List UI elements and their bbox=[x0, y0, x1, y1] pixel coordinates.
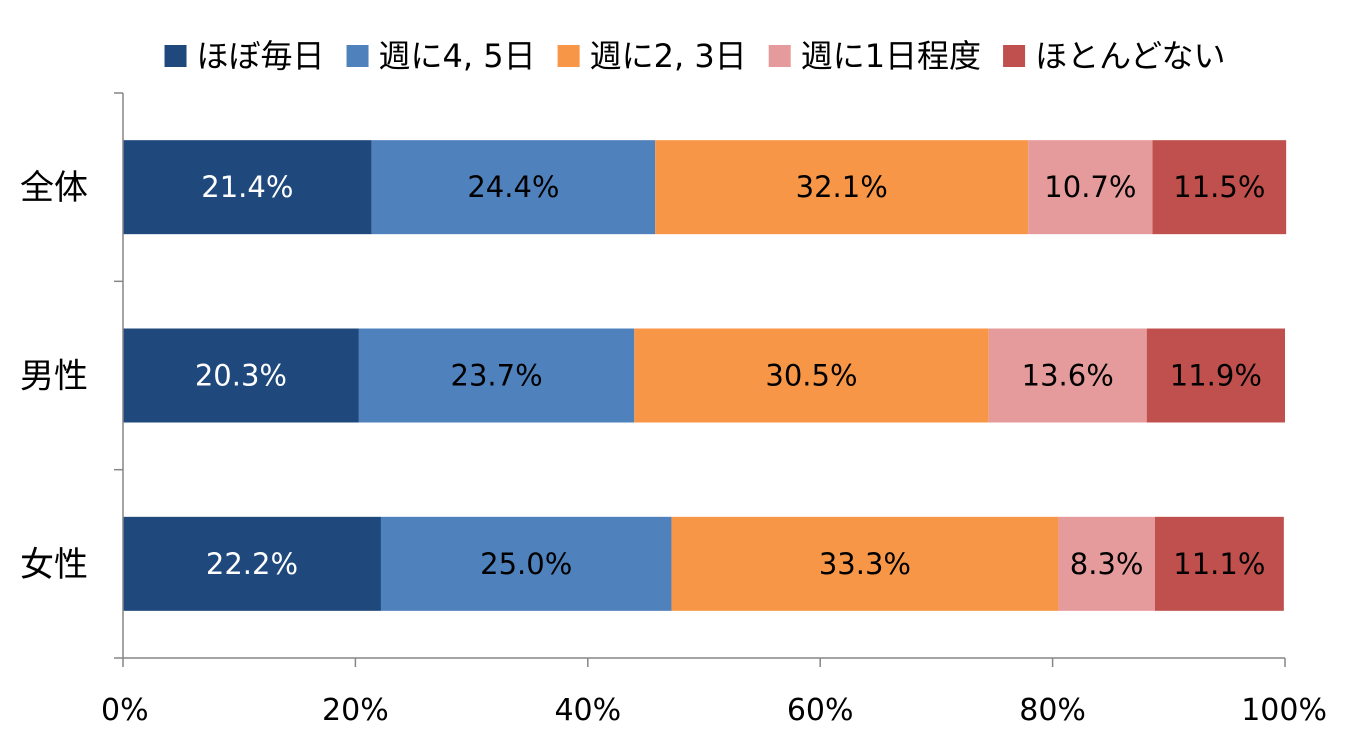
bar-segment bbox=[123, 140, 372, 235]
bar-segment bbox=[988, 328, 1147, 423]
legend-swatch bbox=[557, 45, 580, 67]
x-tick-label: 60% bbox=[787, 693, 854, 728]
category-label: 全体 bbox=[20, 168, 88, 208]
data-label: 11.9% bbox=[1170, 359, 1262, 393]
data-label: 24.4% bbox=[467, 170, 559, 204]
bar-segment bbox=[380, 516, 672, 611]
bar-segment bbox=[1058, 516, 1155, 611]
x-tick-label: 20% bbox=[322, 693, 389, 728]
legend: ほぼ毎日 週に4, 5日 週に2, 3日 週に1日程度 ほとんどない bbox=[164, 37, 1225, 75]
bar-segment bbox=[634, 328, 989, 423]
x-tick-label: 100% bbox=[1241, 693, 1327, 728]
data-label: 30.5% bbox=[765, 359, 857, 393]
x-tick-label: 40% bbox=[554, 693, 621, 728]
legend-label: ほとんどない bbox=[1035, 37, 1225, 75]
x-tick-label: 0% bbox=[101, 693, 149, 728]
legend-label: ほぼ毎日 bbox=[197, 37, 325, 75]
data-label: 33.3% bbox=[819, 547, 911, 581]
bar-segment bbox=[1028, 140, 1153, 235]
data-label: 8.3% bbox=[1070, 547, 1144, 581]
bar-segment bbox=[671, 516, 1059, 611]
data-label: 23.7% bbox=[451, 359, 543, 393]
legend-label: 週に2, 3日 bbox=[590, 37, 747, 75]
bar-segment bbox=[371, 140, 656, 235]
bar-segment bbox=[1152, 140, 1287, 235]
bar-segment bbox=[1146, 328, 1285, 423]
legend-swatch bbox=[768, 45, 791, 67]
x-tick-label: 80% bbox=[1019, 693, 1086, 728]
data-label: 20.3% bbox=[195, 359, 287, 393]
bar-segment bbox=[123, 516, 381, 611]
legend-swatch bbox=[346, 45, 369, 67]
data-label: 13.6% bbox=[1022, 359, 1114, 393]
data-label: 11.1% bbox=[1173, 547, 1265, 581]
data-label: 11.5% bbox=[1173, 170, 1265, 204]
legend-item: 週に2, 3日 bbox=[557, 37, 747, 75]
bar-segment bbox=[358, 328, 635, 423]
legend-item: 週に1日程度 bbox=[768, 37, 981, 75]
legend-item: ほとんどない bbox=[1003, 37, 1225, 75]
legend-item: 週に4, 5日 bbox=[346, 37, 536, 75]
bar-segment bbox=[1154, 516, 1284, 611]
bar-segment bbox=[123, 328, 359, 423]
data-label: 32.1% bbox=[796, 170, 888, 204]
category-label: 女性 bbox=[20, 545, 88, 585]
legend-swatch bbox=[164, 45, 187, 67]
legend-label: 週に4, 5日 bbox=[379, 37, 536, 75]
data-label: 10.7% bbox=[1044, 170, 1136, 204]
plot-area: 21.4% 24.4% 32.1% 10.7% 11.5% 20.3% 23.7% 30.5%… bbox=[123, 140, 1287, 611]
category-label: 男性 bbox=[20, 357, 88, 397]
bar-segment bbox=[655, 140, 1029, 235]
legend-item: ほぼ毎日 bbox=[164, 37, 325, 75]
data-label: 22.2% bbox=[206, 547, 298, 581]
legend-swatch bbox=[1003, 45, 1026, 67]
data-label: 25.0% bbox=[480, 547, 572, 581]
data-label: 21.4% bbox=[201, 170, 293, 204]
legend-label: 週に1日程度 bbox=[801, 37, 981, 75]
